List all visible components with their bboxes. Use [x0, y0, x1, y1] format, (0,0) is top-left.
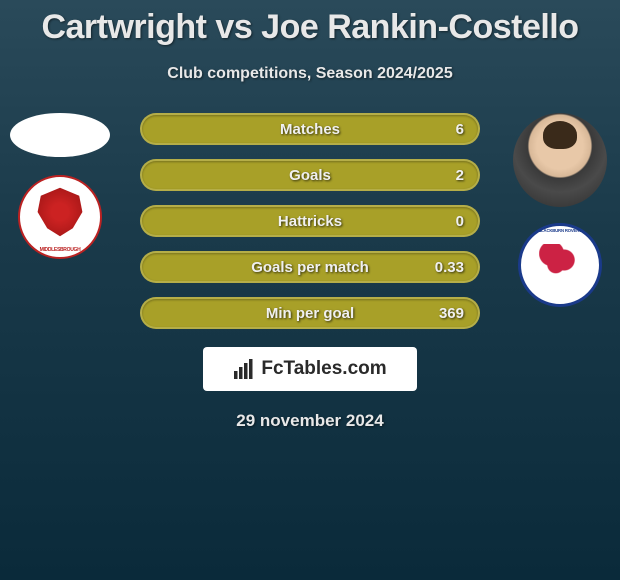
- stat-value-right: 2: [456, 167, 464, 184]
- stat-value-right: 6: [456, 121, 464, 138]
- stat-row: Matches6: [140, 113, 480, 145]
- club-badge-left: [18, 175, 102, 259]
- stat-row: Goals2: [140, 159, 480, 191]
- stat-label: Goals: [158, 167, 462, 184]
- player-right-avatar: [513, 113, 607, 207]
- stat-value-right: 0.33: [435, 259, 464, 276]
- stat-label: Goals per match: [158, 259, 462, 276]
- comparison-content: Matches6Goals2Hattricks0Goals per match0…: [0, 113, 620, 431]
- player-left-column: [10, 113, 110, 259]
- stats-list: Matches6Goals2Hattricks0Goals per match0…: [140, 113, 480, 329]
- stat-row: Hattricks0: [140, 205, 480, 237]
- stat-value-right: 369: [439, 305, 464, 322]
- branding-box: FcTables.com: [203, 347, 417, 391]
- date-text: 29 november 2024: [0, 411, 620, 431]
- player-right-column: [510, 113, 610, 301]
- club-badge-right: [518, 223, 602, 307]
- branding-text: FcTables.com: [261, 358, 386, 380]
- stat-label: Min per goal: [158, 305, 462, 322]
- page-title: Cartwright vs Joe Rankin-Costello: [0, 0, 620, 47]
- stat-label: Hattricks: [158, 213, 462, 230]
- stat-label: Matches: [158, 121, 462, 138]
- stat-value-right: 0: [456, 213, 464, 230]
- bar-chart-icon: [233, 359, 255, 379]
- player-left-avatar: [10, 113, 110, 157]
- stat-row: Min per goal369: [140, 297, 480, 329]
- subtitle: Club competitions, Season 2024/2025: [0, 65, 620, 83]
- stat-row: Goals per match0.33: [140, 251, 480, 283]
